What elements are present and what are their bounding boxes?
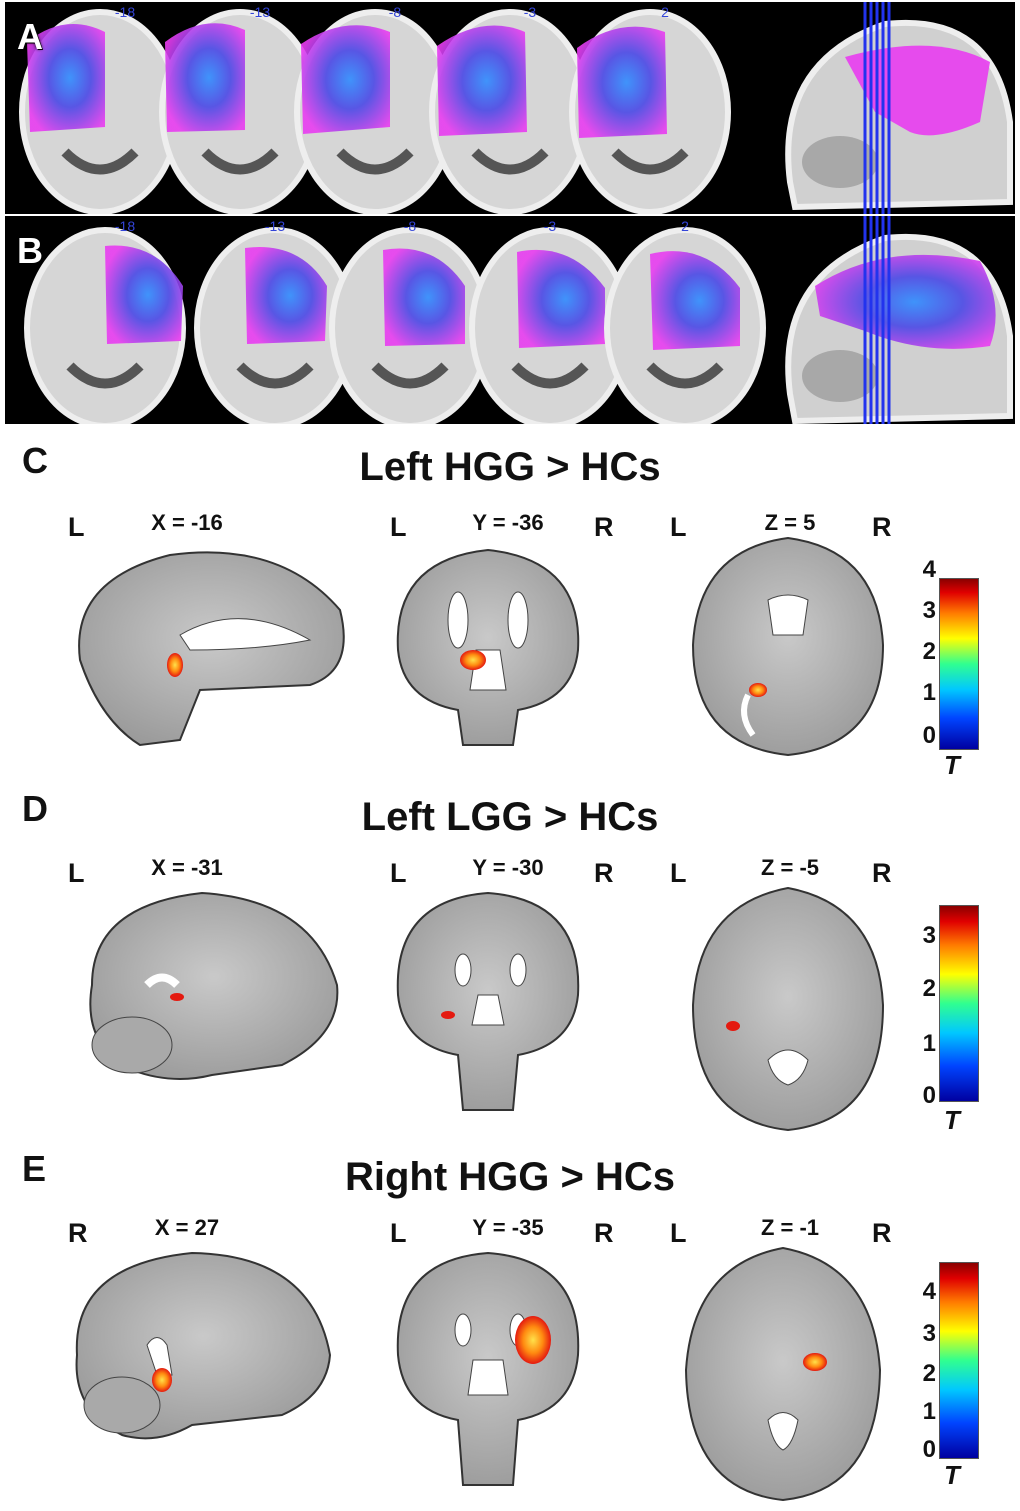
coronal-slice — [19, 9, 181, 214]
coronal-slice — [294, 9, 456, 214]
activation-cluster — [170, 993, 184, 1001]
slice-position-lines — [863, 216, 891, 424]
panel-title: Left HGG > HCs — [359, 445, 661, 489]
colorbar-tick: 2 — [922, 638, 936, 665]
activation-cluster — [749, 683, 767, 697]
colorbar-tick: 2 — [922, 975, 936, 1002]
colorbar-tick: 3 — [922, 922, 936, 949]
orientation-label: L — [390, 512, 407, 542]
orientation-label: R — [594, 512, 614, 542]
activation-cluster — [460, 650, 486, 670]
panel-b-mri-strip: B -18 -13 -8 -3 2 — [5, 216, 1015, 424]
axial-brain — [691, 886, 885, 1132]
slice-number: -13 — [264, 218, 286, 234]
activation-cluster — [152, 1368, 172, 1392]
colorbar-tick: 0 — [922, 722, 936, 749]
colorbar-tick: 0 — [922, 1082, 936, 1109]
slice-coordinate: X = -16 — [151, 510, 223, 535]
orientation-label: L — [390, 858, 407, 888]
panel-a-mri-strip: A -18 -13 -8 -3 2 — [5, 2, 1015, 214]
slice-coordinate: Y = -30 — [472, 855, 544, 880]
orientation-label: R — [872, 858, 892, 888]
colorbar-tick: 3 — [922, 1320, 936, 1347]
slice-number: -18 — [114, 218, 136, 234]
orientation-label: L — [68, 512, 85, 542]
orientation-label: R — [872, 1218, 892, 1248]
orientation-label: R — [68, 1218, 88, 1248]
coronal-slice — [469, 227, 631, 424]
coronal-slice — [329, 227, 491, 424]
coronal-brain — [396, 891, 580, 1111]
panel-b-mri-slices — [24, 216, 1013, 424]
slice-coordinate: Z = 5 — [764, 510, 816, 535]
axial-brain — [684, 1246, 882, 1502]
colorbar-tick: 0 — [922, 1436, 936, 1463]
colorbar-tick: 4 — [922, 1278, 936, 1305]
colorbar-tick: 1 — [922, 1398, 936, 1425]
activation-cluster — [167, 653, 183, 677]
slice-coordinate: Y = -35 — [472, 1215, 544, 1240]
slice-number: -13 — [249, 4, 271, 20]
panel-letter-e: E — [22, 1148, 47, 1189]
panel-letter-c: C — [22, 440, 48, 481]
orientation-label: R — [872, 512, 892, 542]
colorbar-label: T — [944, 750, 960, 780]
colorbar-tick: 1 — [922, 679, 936, 706]
panel-a-mri-slices — [19, 2, 1013, 214]
orientation-label: R — [594, 858, 614, 888]
orientation-label: L — [670, 858, 687, 888]
sagittal-brain — [75, 1251, 332, 1440]
orientation-label: L — [390, 1218, 407, 1248]
activation-cluster — [803, 1353, 827, 1371]
slice-coordinate: X = 27 — [154, 1215, 220, 1240]
slice-number: 2 — [661, 4, 669, 20]
coronal-slice — [429, 9, 591, 214]
orientation-label: L — [68, 858, 85, 888]
sagittal-slice — [785, 216, 1013, 424]
slice-coordinate: Z = -1 — [760, 1215, 820, 1240]
coronal-slice — [604, 227, 766, 424]
panel-letter-d: D — [22, 788, 48, 829]
slice-coordinate: Z = -5 — [760, 855, 820, 880]
slice-coordinate: Y = -36 — [472, 510, 544, 535]
activation-cluster — [441, 1011, 455, 1019]
orientation-label: L — [670, 1218, 687, 1248]
t-colorbar — [939, 1262, 979, 1459]
slice-number: 2 — [681, 218, 689, 234]
slice-position-lines — [863, 2, 891, 214]
colorbar-tick: 3 — [922, 597, 936, 624]
panel-title: Right HGG > HCs — [344, 1155, 676, 1199]
activation-cluster — [515, 1316, 551, 1364]
slice-number: -8 — [403, 218, 417, 234]
axial-brain — [691, 536, 885, 757]
t-colorbar — [939, 578, 979, 750]
sagittal-brain — [89, 891, 339, 1080]
slice-number: -8 — [388, 4, 402, 20]
activation-cluster — [726, 1021, 740, 1031]
slice-coordinate: X = -31 — [151, 855, 223, 880]
coronal-slice — [24, 227, 186, 424]
slice-number: -18 — [114, 4, 136, 20]
t-colorbar — [939, 905, 979, 1102]
colorbar-label: T — [944, 1105, 960, 1135]
panel-title: Left LGG > HCs — [361, 795, 659, 839]
panel-letter-b: B — [17, 230, 43, 271]
colorbar-tick: 1 — [922, 1030, 936, 1057]
orientation-label: L — [670, 512, 687, 542]
coronal-slice — [569, 9, 731, 214]
coronal-brain — [396, 548, 580, 746]
orientation-label: R — [594, 1218, 614, 1248]
sagittal-brain — [78, 551, 345, 747]
colorbar-tick: 2 — [922, 1360, 936, 1387]
slice-number: -3 — [543, 218, 557, 234]
panel-letter-a: A — [17, 16, 43, 57]
coronal-brain — [396, 1251, 580, 1486]
sagittal-slice — [785, 2, 1013, 214]
colorbar-tick: 4 — [922, 556, 936, 583]
slice-number: -3 — [523, 4, 537, 20]
colorbar-label: T — [944, 1460, 960, 1490]
